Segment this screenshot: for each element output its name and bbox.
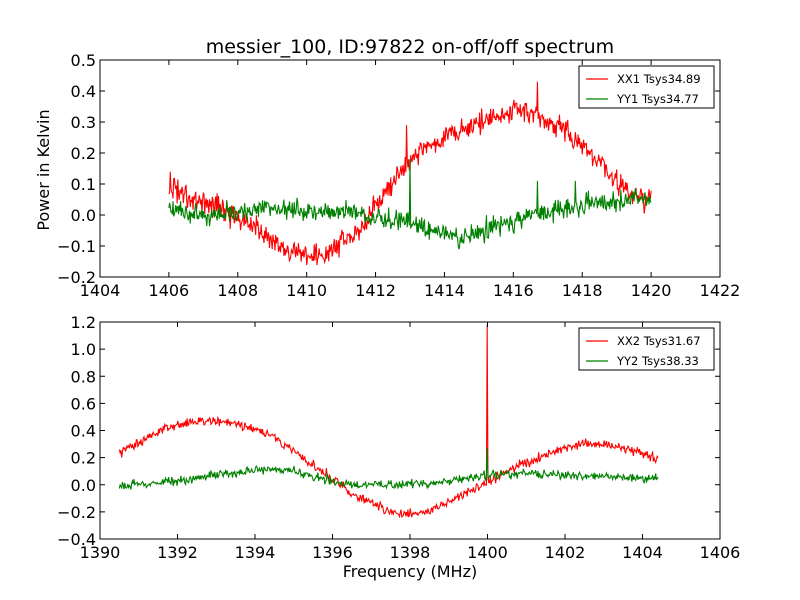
top-x-tick-label: 1408	[217, 281, 258, 300]
bottom-y-tick-label: 0.0	[71, 476, 96, 495]
bottom-series-line-1	[118, 324, 659, 519]
bottom-x-tick-label: 1398	[390, 543, 431, 562]
bottom-series-line-2	[118, 448, 659, 490]
top-plot: 1404 1406 1408 1410 1412 1414 1416 1418 1420 1422…	[57, 51, 740, 300]
top-y-tick-label: 0.3	[71, 113, 96, 132]
bottom-x-tick-label: 1400	[467, 543, 508, 562]
bottom-x-tick-label: 1396	[312, 543, 353, 562]
top-y-tick-label: 0.4	[71, 82, 96, 101]
bottom-x-tick-label: 1392	[157, 543, 198, 562]
top-x-tick-label: 1418	[562, 281, 603, 300]
bottom-x-tick-label: 1404	[622, 543, 663, 562]
bottom-y-tick-label: 0.8	[71, 367, 96, 386]
top-x-tick-label: 1416	[493, 281, 534, 300]
bottom-plot: 1390 1392 1394 1396 1398 1400 1402 1404 1406 −0.4…	[57, 313, 740, 562]
top-y-tick-label: −0.1	[57, 237, 96, 256]
bottom-y-tick-label: 1.0	[71, 340, 96, 359]
top-legend-label-2: YY1 Tsys34.77	[616, 92, 699, 106]
bottom-y-tick-label: 0.6	[71, 394, 96, 413]
bottom-x-tick-label: 1406	[700, 543, 741, 562]
bottom-series-group	[118, 324, 659, 519]
x-axis-label: Frequency (MHz)	[343, 562, 477, 581]
top-legend-label-1: XX1 Tsys34.89	[617, 72, 701, 86]
figure-title: messier_100, ID:97822 on-off/off spectru…	[206, 36, 614, 58]
bottom-legend-box	[578, 327, 715, 371]
bottom-legend-label-1: XX2 Tsys31.67	[617, 334, 701, 348]
top-y-tick-label: 0.2	[71, 144, 96, 163]
top-plot-frame	[99, 59, 721, 278]
bottom-x-tick-label: 1394	[235, 543, 276, 562]
top-series-line-2	[168, 159, 652, 250]
top-y-tick-label: 0.0	[71, 206, 96, 225]
bottom-y-tick-label: 0.2	[71, 449, 96, 468]
top-series-group	[168, 81, 652, 266]
top-y-tick-label: −0.2	[57, 268, 96, 287]
top-y-tick-label: 0.5	[71, 51, 96, 70]
top-x-tick-label: 1406	[149, 281, 190, 300]
bottom-y-tick-label: 0.4	[71, 422, 96, 441]
top-legend-box	[578, 65, 715, 109]
top-y-axis-label: Power in Kelvin	[34, 109, 53, 230]
top-x-tick-label: 1412	[355, 281, 396, 300]
top-x-tick-label: 1422	[700, 281, 741, 300]
bottom-x-tick-label: 1402	[545, 543, 586, 562]
bottom-y-tick-label: −0.2	[57, 503, 96, 522]
bottom-legend: XX2 Tsys31.67 YY2 Tsys38.33	[578, 327, 715, 371]
top-legend: XX1 Tsys34.89 YY1 Tsys34.77	[578, 65, 715, 109]
bottom-x-tick-label: 1390	[80, 543, 121, 562]
top-x-tick-label: 1420	[631, 281, 672, 300]
top-x-tick-label: 1404	[80, 281, 121, 300]
top-x-tick-label: 1410	[286, 281, 327, 300]
top-x-tick-label: 1414	[424, 281, 465, 300]
top-y-tick-label: 0.1	[71, 175, 96, 194]
bottom-y-tick-label: −0.4	[57, 530, 96, 549]
bottom-legend-label-2: YY2 Tsys38.33	[616, 354, 699, 368]
bottom-y-tick-label: 1.2	[71, 313, 96, 332]
